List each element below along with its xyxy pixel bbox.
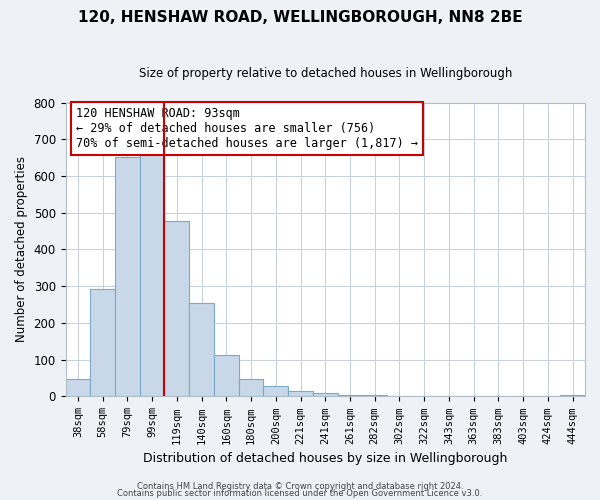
Bar (140, 152, 164, 396)
Bar (115, 157, 140, 396)
Bar (362, 394, 387, 396)
Bar (90, 289, 115, 397)
Bar (263, 386, 288, 396)
Bar (288, 391, 313, 396)
Text: 120, HENSHAW ROAD, WELLINGBOROUGH, NN8 2BE: 120, HENSHAW ROAD, WELLINGBOROUGH, NN8 2… (77, 10, 523, 25)
X-axis label: Distribution of detached houses by size in Wellingborough: Distribution of detached houses by size … (143, 452, 508, 465)
Bar (560, 394, 585, 396)
Text: Contains HM Land Registry data © Crown copyright and database right 2024.: Contains HM Land Registry data © Crown c… (137, 482, 463, 491)
Bar (65, 379, 90, 396)
Text: Contains public sector information licensed under the Open Government Licence v3: Contains public sector information licen… (118, 489, 482, 498)
Bar (164, 221, 189, 396)
Y-axis label: Number of detached properties: Number of detached properties (15, 156, 28, 342)
Text: 120 HENSHAW ROAD: 93sqm
← 29% of detached houses are smaller (756)
70% of semi-d: 120 HENSHAW ROAD: 93sqm ← 29% of detache… (76, 107, 418, 150)
Bar (239, 379, 263, 396)
Bar (313, 393, 338, 396)
Bar (214, 355, 239, 397)
Bar (189, 304, 214, 396)
Title: Size of property relative to detached houses in Wellingborough: Size of property relative to detached ho… (139, 68, 512, 80)
